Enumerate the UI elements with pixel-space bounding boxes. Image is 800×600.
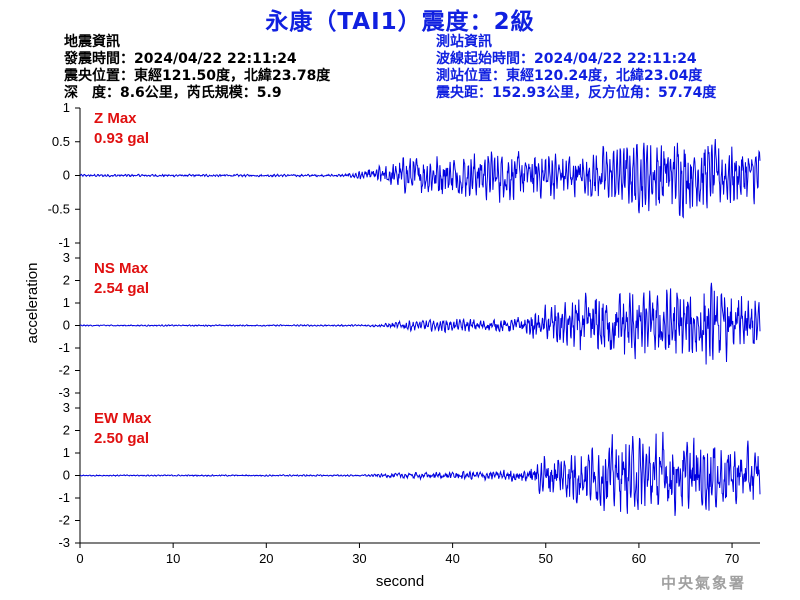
ns-y-tick-label: -3 bbox=[58, 385, 70, 400]
ew-y-tick-label: 0 bbox=[63, 468, 70, 483]
z-waveform-line bbox=[79, 138, 761, 219]
z-y-tick-label: 0.5 bbox=[52, 134, 70, 149]
z-y-tick-label: 0 bbox=[63, 168, 70, 183]
ns-max-label: NS Max bbox=[94, 260, 149, 277]
ns-y-tick-label: -2 bbox=[58, 363, 70, 378]
y-axis-title: acceleration bbox=[24, 263, 41, 344]
agency-name: 中央氣象署 bbox=[660, 574, 746, 592]
x-tick-label: 50 bbox=[539, 551, 553, 566]
z-y-tick-label: -0.5 bbox=[48, 201, 70, 216]
x-tick-label: 0 bbox=[76, 551, 83, 566]
x-tick-label: 70 bbox=[725, 551, 739, 566]
x-tick-label: 30 bbox=[352, 551, 366, 566]
z-max-value: 0.93 gal bbox=[94, 130, 149, 147]
ew-y-tick-label: -2 bbox=[58, 513, 70, 528]
x-tick-label: 60 bbox=[632, 551, 646, 566]
x-tick-label: 40 bbox=[445, 551, 459, 566]
epicenter-location: 震央位置：東經121.50度，北緯23.78度 bbox=[64, 68, 331, 84]
ns-waveform-line bbox=[79, 282, 761, 365]
ns-y-tick-label: 2 bbox=[63, 273, 70, 288]
ew-max-label: EW Max bbox=[94, 410, 152, 427]
station-info-block: 測站資訊 波線起始時間：2024/04/22 22:11:24 測站位置：東經1… bbox=[436, 34, 716, 102]
waveform-start-time: 波線起始時間：2024/04/22 22:11:24 bbox=[436, 51, 697, 67]
chart-title: 永康（TAI1）震度：2級 bbox=[265, 9, 535, 35]
earthquake-info-block: 地震資訊 發震時間：2024/04/22 22:11:24 震央位置：東經121… bbox=[64, 34, 330, 102]
z-max-label: Z Max bbox=[94, 110, 137, 127]
epicentral-distance: 震央距：152.93公里，反方位角：57.74度 bbox=[436, 85, 717, 101]
z-y-tick-label: 1 bbox=[63, 100, 70, 115]
ns-y-tick-label: 3 bbox=[63, 250, 70, 265]
ew-y-tick-label: -3 bbox=[58, 535, 70, 550]
station-info-heading: 測站資訊 bbox=[436, 34, 492, 50]
depth-and-magnitude: 深 度：8.6公里，芮氏規模：5.9 bbox=[64, 85, 282, 101]
station-location: 測站位置：東經120.24度，北緯23.04度 bbox=[436, 68, 703, 84]
earthquake-info-heading: 地震資訊 bbox=[64, 34, 120, 50]
ew-y-tick-label: 1 bbox=[63, 445, 70, 460]
z-y-tick-label: -1 bbox=[58, 235, 70, 250]
x-tick-label: 10 bbox=[166, 551, 180, 566]
ew-y-tick-label: 3 bbox=[63, 400, 70, 415]
ns-y-tick-label: 1 bbox=[63, 295, 70, 310]
ew-y-tick-label: -1 bbox=[58, 490, 70, 505]
earthquake-origin-time: 發震時間：2024/04/22 22:11:24 bbox=[64, 51, 297, 67]
ns-max-value: 2.54 gal bbox=[94, 280, 149, 297]
ns-y-tick-label: 0 bbox=[63, 318, 70, 333]
x-tick-label: 20 bbox=[259, 551, 273, 566]
ew-waveform-line bbox=[80, 431, 761, 516]
ew-max-value: 2.50 gal bbox=[94, 430, 149, 447]
ew-y-tick-label: 2 bbox=[63, 423, 70, 438]
x-axis-title: second bbox=[376, 573, 424, 590]
ns-y-tick-label: -1 bbox=[58, 340, 70, 355]
